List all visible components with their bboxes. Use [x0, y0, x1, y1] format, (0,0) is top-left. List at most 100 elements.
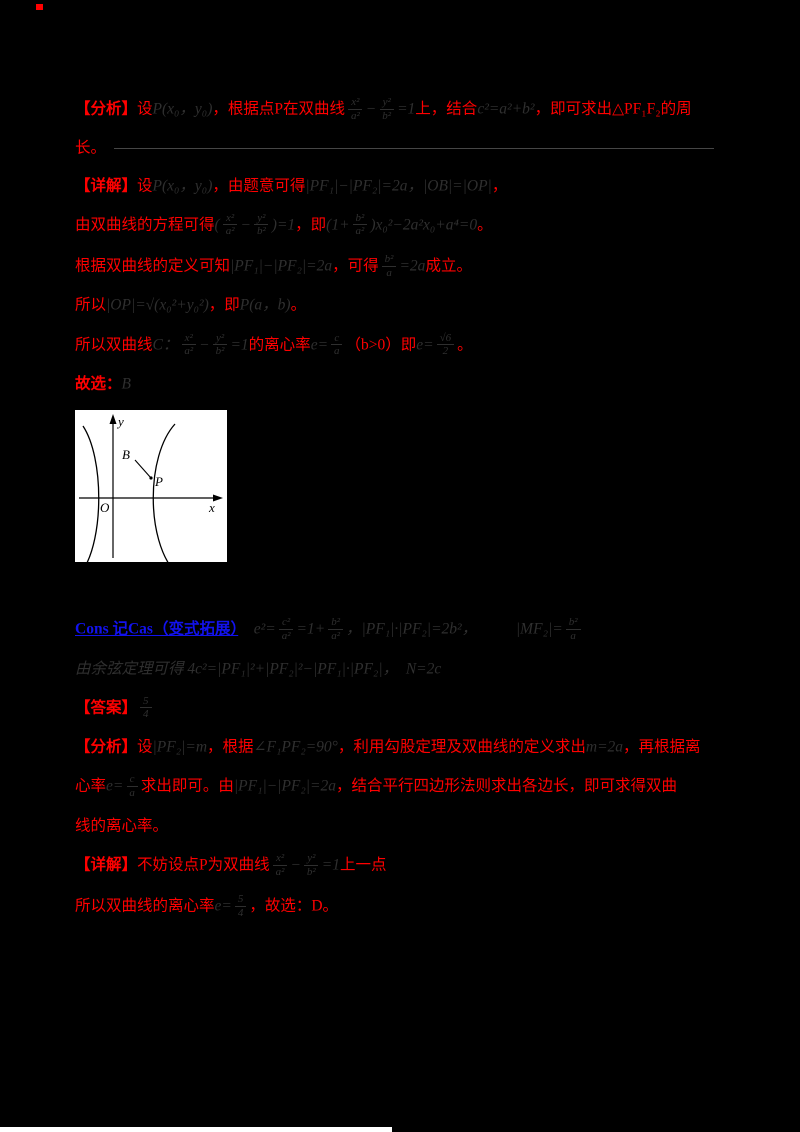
fraction: x² a²: [348, 96, 363, 122]
underline-rule: [114, 148, 715, 150]
solution-text: 求出即可。由: [140, 777, 234, 795]
fraction: b² a: [381, 253, 397, 279]
hyperbola-figure: y x O B P: [75, 410, 227, 563]
fraction: y² b²: [212, 332, 228, 358]
solution-text: ，结合平行四边形法则求出各边长，即可求得双曲: [336, 777, 678, 795]
math-text: |PF₂|=m: [152, 738, 208, 756]
solution-text: 【答案】: [75, 699, 138, 717]
frac-numerator: 5: [140, 695, 152, 709]
fraction: √6 2: [436, 332, 455, 358]
frac-numerator: c: [126, 773, 138, 788]
segment-BP: [134, 459, 152, 479]
math-text: =1: [397, 100, 416, 118]
figure-label-O: O: [100, 500, 110, 515]
math-text: =1+: [296, 620, 326, 638]
solution-line-3: 根据双曲线的定义可知|PF₁|−|PF₂|=2a，可得 b² a =2a成立。: [75, 253, 740, 279]
solution-text: ，利用勾股定理及双曲线的定义求出: [337, 738, 586, 756]
solution-line-2: 由双曲线的方程可得(x² a² − y² b²)=1，即(1+ b² a²)x₀²−2a²x…: [75, 212, 740, 238]
frac-denominator: b²: [256, 225, 266, 238]
frac-numerator: b²: [328, 616, 343, 630]
frac-denominator: a²: [275, 865, 285, 878]
answer-line: 【答案】 5 4: [75, 695, 740, 721]
math-text: |PF₁|−|PF₂|=2a: [233, 777, 336, 795]
fraction: x² a²: [181, 332, 196, 358]
solution-text: 。: [477, 216, 493, 234]
hyperbola-right-branch: [152, 423, 176, 563]
fraction: y² b²: [254, 212, 269, 238]
frac-denominator: 4: [237, 906, 244, 919]
math-text: (1+: [326, 216, 350, 234]
scan-artifact-strip: [0, 1127, 392, 1132]
figure-label-y: y: [116, 414, 124, 429]
solution-text: 设: [137, 100, 153, 118]
frac-numerator: b²: [352, 212, 368, 226]
frac-numerator: c²: [279, 616, 294, 630]
analysis2-line-2: 心率e= c a 求出即可。由|PF₁|−|PF₂|=2a，结合平行四边形法则求出各边…: [75, 773, 740, 799]
frac-numerator: 5: [234, 893, 247, 907]
math-text: −: [199, 335, 210, 353]
figure-label-B: B: [122, 447, 130, 462]
math-text: −: [240, 216, 251, 234]
math-text: −: [365, 100, 377, 118]
math-text: P(a，b): [239, 297, 291, 314]
solution-text: 心率: [75, 777, 107, 795]
frac-denominator: a²: [184, 345, 194, 358]
solution-text: 。: [457, 335, 473, 353]
solution-line-4: 所以|OP|=√(x₀²+y₀²)，即P(a，b)。: [75, 294, 740, 316]
solution-text: 【详解】: [75, 177, 138, 195]
frac-numerator: √6: [436, 332, 455, 346]
analysis-line-1: 【分析】设P(x₀，y₀)，根据点P在双曲线 x² a² − y² b² =1上，结合c²=…: [75, 96, 740, 122]
hyperbola-left-branch: [82, 425, 100, 563]
frac-denominator: a: [570, 629, 576, 642]
math-text: =2a: [399, 257, 426, 275]
solution-text: 【分析】: [75, 100, 138, 118]
frac-denominator: a²: [355, 225, 365, 238]
math-text: C：: [152, 335, 179, 353]
fraction: b² a²: [352, 212, 368, 238]
solution-text: ，可得: [332, 257, 379, 275]
figure-label-P: P: [154, 474, 163, 489]
solution2-line-2: 所以双曲线的离心率e= 5 4 ，故选：D。: [75, 893, 740, 919]
frac-denominator: b²: [382, 109, 392, 122]
extension-line-1: Cons 记Cas（变式拓展） e²= c² a² =1+ b² a² ，|PF₁|·|PF…: [75, 616, 740, 642]
solution-text: ，即: [208, 297, 240, 314]
fraction: x² a²: [223, 212, 238, 238]
solution-text: （b>0）即: [345, 335, 417, 353]
solution-text: 【分析】: [75, 738, 138, 756]
y-axis-arrow-icon: [109, 414, 117, 425]
math-text: )x₀²−2a²x₀+a⁴=0: [370, 216, 478, 234]
frac-numerator: x²: [272, 852, 288, 866]
frac-numerator: x²: [348, 96, 363, 110]
frac-denominator: a: [129, 787, 135, 800]
x-axis-arrow-icon: [213, 494, 223, 502]
frac-numerator: b²: [565, 616, 581, 630]
extension-link[interactable]: Cons 记Cas（变式拓展）: [75, 620, 239, 638]
math-text: ∠F₁PF₂=90°: [253, 738, 338, 756]
math-text: −: [290, 856, 301, 874]
solution-text: 设: [137, 738, 153, 756]
frac-denominator: b²: [306, 865, 316, 878]
frac-numerator: y²: [212, 332, 228, 346]
frac-numerator: b²: [381, 253, 397, 267]
math-text: P(x₀，y₀): [152, 177, 213, 195]
solution-text: 所以: [75, 297, 107, 314]
frac-numerator: x²: [223, 212, 238, 226]
solution-text: ，即可求出△PF₁F₂的周: [534, 100, 692, 118]
figure-label-x: x: [208, 500, 215, 515]
fraction: y² b²: [379, 96, 394, 122]
solution-text: 长。: [75, 139, 107, 157]
math-text: =1: [321, 856, 340, 874]
analysis2-line-1: 【分析】设|PF₂|=m，根据∠F₁PF₂=90°，利用勾股定理及双曲线的定义求…: [75, 736, 740, 758]
solution-text: ，根据: [207, 738, 254, 756]
fraction: y² b²: [304, 852, 319, 878]
frac-denominator: a: [334, 345, 340, 358]
math-text: P(x₀，y₀): [152, 100, 213, 118]
fraction: c² a²: [279, 616, 294, 642]
solution-line-1: 【详解】设P(x₀，y₀)，由题意可得|PF₁|−|PF₂|=2a，|OB|=|…: [75, 175, 740, 197]
math-text: m=2a: [585, 738, 624, 756]
solution-text: 设: [137, 177, 153, 195]
solution-text: 成立。: [425, 257, 472, 275]
